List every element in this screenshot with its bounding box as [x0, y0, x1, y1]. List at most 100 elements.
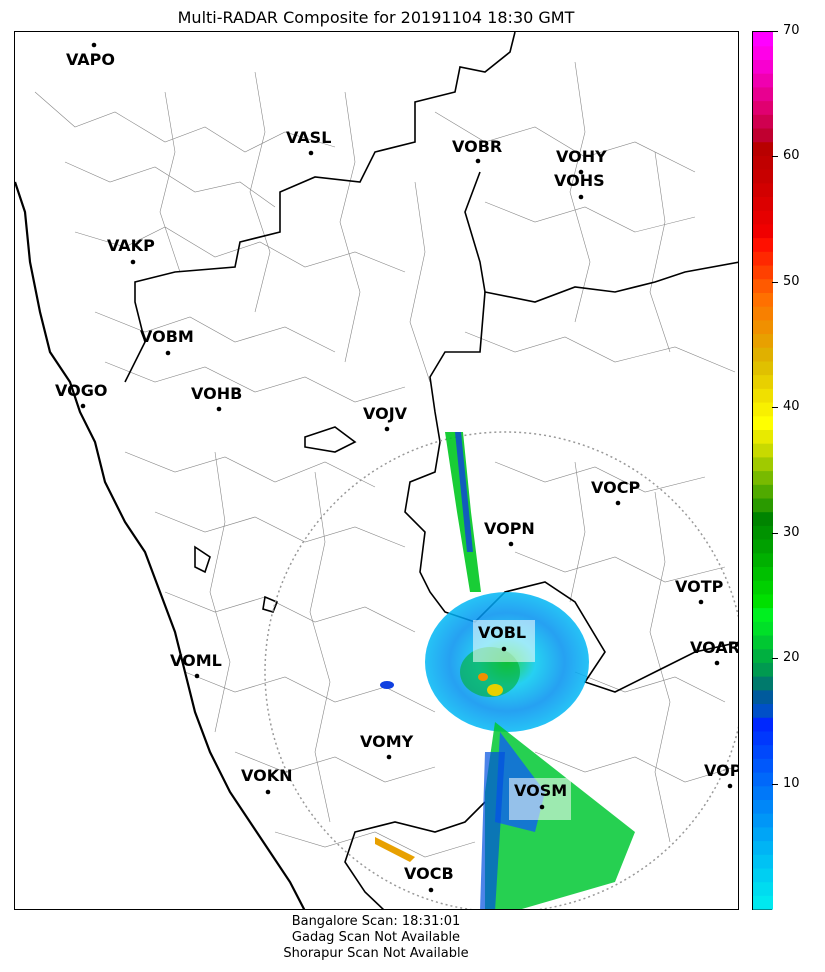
station-marker-vasl[interactable] — [308, 150, 314, 156]
station-label-votp: VOTP — [675, 577, 724, 596]
station-marker-vapo[interactable] — [91, 42, 97, 48]
station-label-vokn: VOKN — [241, 766, 293, 785]
colorbar-swatch — [753, 306, 773, 321]
station-marker-vohs[interactable] — [578, 194, 584, 200]
station-marker-vakp[interactable] — [130, 259, 136, 265]
colorbar-swatch — [753, 525, 773, 540]
colorbar-swatch — [753, 32, 773, 47]
scan-status-line-3: Shorapur Scan Not Available — [283, 946, 469, 961]
station-label-vohs: VOHS — [554, 171, 605, 190]
map-canvas: VAPO VASL VOBR VOHY VOHS VAKP VOBM VOGO VOHB VOJV… — [15, 32, 739, 909]
colorbar-tick-mark — [772, 784, 778, 785]
colorbar-swatch — [753, 443, 773, 458]
colorbar-swatch — [753, 730, 773, 746]
station-label-voar: VOAR — [690, 638, 739, 657]
colorbar-swatch — [753, 347, 773, 362]
colorbar-swatch — [753, 703, 773, 718]
state-boundaries — [124, 32, 738, 909]
colorbar-swatch — [753, 484, 773, 499]
colorbar-swatch — [753, 374, 773, 389]
station-marker-vokn[interactable] — [265, 789, 271, 795]
colorbar-swatch — [753, 278, 773, 293]
station-label-vobm: VOBM — [140, 327, 194, 346]
radar-echoes — [375, 432, 635, 909]
map-title: Multi-RADAR Composite for 20191104 18:30… — [177, 8, 575, 27]
colorbar-swatch — [753, 114, 773, 129]
station-marker-vogo[interactable] — [80, 403, 86, 409]
colorbar-tick-mark — [772, 31, 778, 32]
scan-status-line-2: Gadag Scan Not Available — [291, 930, 461, 945]
colorbar-tick-label: 10 — [783, 776, 800, 791]
colorbar-swatch — [753, 333, 773, 348]
colorbar-swatch — [753, 840, 773, 855]
colorbar-swatch — [753, 511, 773, 526]
station-label-vohy: VOHY — [556, 147, 607, 166]
station-marker-votp[interactable] — [698, 599, 704, 605]
colorbar-swatch — [753, 86, 773, 102]
colorbar-swatch — [753, 662, 773, 677]
station-marker-vobm[interactable] — [165, 350, 171, 356]
colorbar-swatch — [753, 264, 773, 280]
colorbar-tick-mark — [772, 156, 778, 157]
station-marker-vobl[interactable] — [501, 646, 507, 652]
station-marker-voar[interactable] — [714, 660, 720, 666]
colorbar-swatch — [753, 59, 773, 74]
colorbar-swatch — [753, 210, 773, 225]
station-label-vohb: VOHB — [191, 384, 242, 403]
colorbar-swatch — [753, 607, 773, 622]
station-marker-voml[interactable] — [194, 673, 200, 679]
district-boundaries — [34, 61, 736, 858]
station-label-vopn: VOPN — [484, 519, 535, 538]
colorbar-swatch — [753, 826, 773, 842]
colorbar-swatch — [753, 429, 773, 444]
colorbar-swatch — [753, 813, 773, 828]
station-label-vomy: VOMY — [360, 732, 414, 751]
colorbar-swatch — [753, 401, 773, 417]
colorbar-swatch — [753, 799, 773, 814]
station-marker-vohb[interactable] — [216, 406, 222, 412]
station-layer: VAPO VASL VOBR VOHY VOHS VAKP VOBM VOGO VOHB VOJV… — [55, 42, 739, 893]
colorbar-swatch — [753, 456, 773, 472]
station-marker-vomy[interactable] — [386, 754, 392, 760]
station-label-vobl: VOBL — [478, 623, 526, 642]
colorbar-swatch — [753, 634, 773, 650]
colorbar-swatch — [753, 100, 773, 115]
colorbar-scale — [753, 32, 773, 910]
colorbar-swatch — [753, 497, 773, 513]
colorbar-swatch — [753, 785, 773, 800]
colorbar-swatch — [753, 470, 773, 485]
colorbar-swatch — [753, 867, 773, 883]
colorbar — [752, 31, 773, 910]
station-label-vocp: VOCP — [591, 478, 640, 497]
station-marker-vopc[interactable] — [727, 783, 733, 789]
station-label-vopc: VOPC — [704, 761, 739, 780]
station-label-vogo: VOGO — [55, 381, 107, 400]
station-marker-vocb[interactable] — [428, 887, 434, 893]
colorbar-swatch — [753, 566, 773, 581]
colorbar-swatch — [753, 717, 773, 732]
colorbar-swatch — [753, 580, 773, 595]
colorbar-swatch — [753, 251, 773, 266]
station-marker-vopn[interactable] — [508, 541, 514, 547]
scan-status: Bangalore Scan: 18:31:01 Gadag Scan Not … — [0, 914, 752, 962]
colorbar-swatch — [753, 127, 773, 143]
station-marker-vobr[interactable] — [475, 158, 481, 164]
colorbar-swatch — [753, 895, 773, 910]
colorbar-swatch — [753, 648, 773, 663]
station-marker-vojv[interactable] — [384, 426, 390, 432]
station-marker-vocp[interactable] — [615, 500, 621, 506]
colorbar-swatch — [753, 292, 773, 307]
colorbar-swatch — [753, 539, 773, 554]
colorbar-tick-label: 60 — [783, 148, 800, 163]
station-label-vosm: VOSM — [514, 781, 567, 800]
colorbar-swatch — [753, 169, 773, 184]
colorbar-swatch — [753, 621, 773, 636]
colorbar-swatch — [753, 45, 773, 61]
station-marker-vosm[interactable] — [539, 804, 545, 810]
colorbar-tick-label: 50 — [783, 274, 800, 289]
radar-map[interactable]: VAPO VASL VOBR VOHY VOHS VAKP VOBM VOGO VOHB VOJV… — [14, 31, 739, 910]
colorbar-swatch — [753, 223, 773, 239]
station-marker-vohy[interactable] — [578, 169, 584, 175]
station-label-voml: VOML — [170, 651, 222, 670]
colorbar-tick-label: 30 — [783, 525, 800, 540]
